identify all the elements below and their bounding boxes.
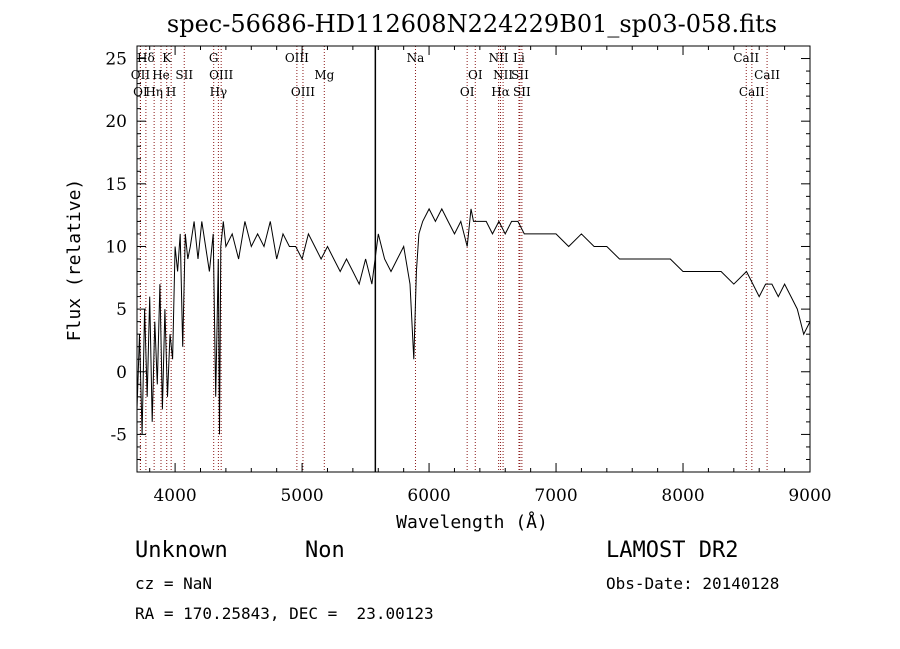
y-tick-label: 25 [105,50,127,70]
survey-label: LAMOST DR2 [606,538,739,563]
plot-area [136,207,811,435]
line-marker-label: H [166,85,176,99]
line-marker-label: CaII [754,68,780,82]
coordinates: RA = 170.25843, DEC = 23.00123 [135,604,434,623]
obs-date: Obs-Date: 20140128 [606,574,780,593]
y-tick-label: 15 [105,175,127,195]
chart-title: spec-56686-HD112608N224229B01_sp03-058.f… [167,10,777,38]
line-marker-label: Na [407,51,425,65]
y-tick-label: 5 [116,300,127,320]
line-marker-label: OIII [285,51,309,65]
line-marker-label: Hη [145,85,163,99]
line-marker-label: CaII [739,85,765,99]
x-tick-label: 7000 [534,486,577,506]
line-marker-label: OIII [291,85,315,99]
line-marker-label: G [209,51,219,65]
y-axis-label: Flux (relative) [64,179,85,342]
x-axis-label: Wavelength (Å) [396,511,548,533]
line-marker-label: Hγ [210,85,228,99]
line-marker-label: OII [131,68,151,82]
y-tick-label: 20 [105,112,127,132]
line-marker-label: SII [513,85,531,99]
line-marker-label: OI [468,68,483,82]
line-marker-label: Hα [491,85,510,99]
plot-frame [136,45,811,473]
line-marker-label: NII [493,68,513,82]
line-marker-label: NII [489,51,509,65]
y-tick-label: 10 [105,237,127,257]
line-marker-label: OIII [209,68,233,82]
x-tick-label: 4000 [153,486,196,506]
redshift-cz: cz = NaN [135,574,213,593]
axes: 4000 5000 6000 7000 8000 9000 -5 0 5 10 15 20 25 [105,45,832,506]
line-marker-label: CaII [733,51,759,65]
line-marker-label: Hδ [137,51,155,65]
line-marker-label: He [152,68,170,82]
line-marker-label: OI [460,85,475,99]
spectral-line-markers [139,46,768,472]
object-subclass: Non [305,538,345,563]
x-tick-label: 9000 [788,486,831,506]
x-tick-label: 6000 [407,486,450,506]
line-marker-label: Mg [314,68,334,82]
line-marker-label: K [162,51,172,65]
y-tick-label: -5 [110,425,127,445]
line-marker-label: SII [511,68,529,82]
x-tick-label: 8000 [661,486,704,506]
object-class: Unknown [135,538,228,563]
x-tick-label: 5000 [280,486,323,506]
line-marker-label: Li [513,51,525,65]
spectrum-line [136,207,811,435]
line-marker-label: SII [175,68,193,82]
y-tick-label: 0 [116,363,127,383]
